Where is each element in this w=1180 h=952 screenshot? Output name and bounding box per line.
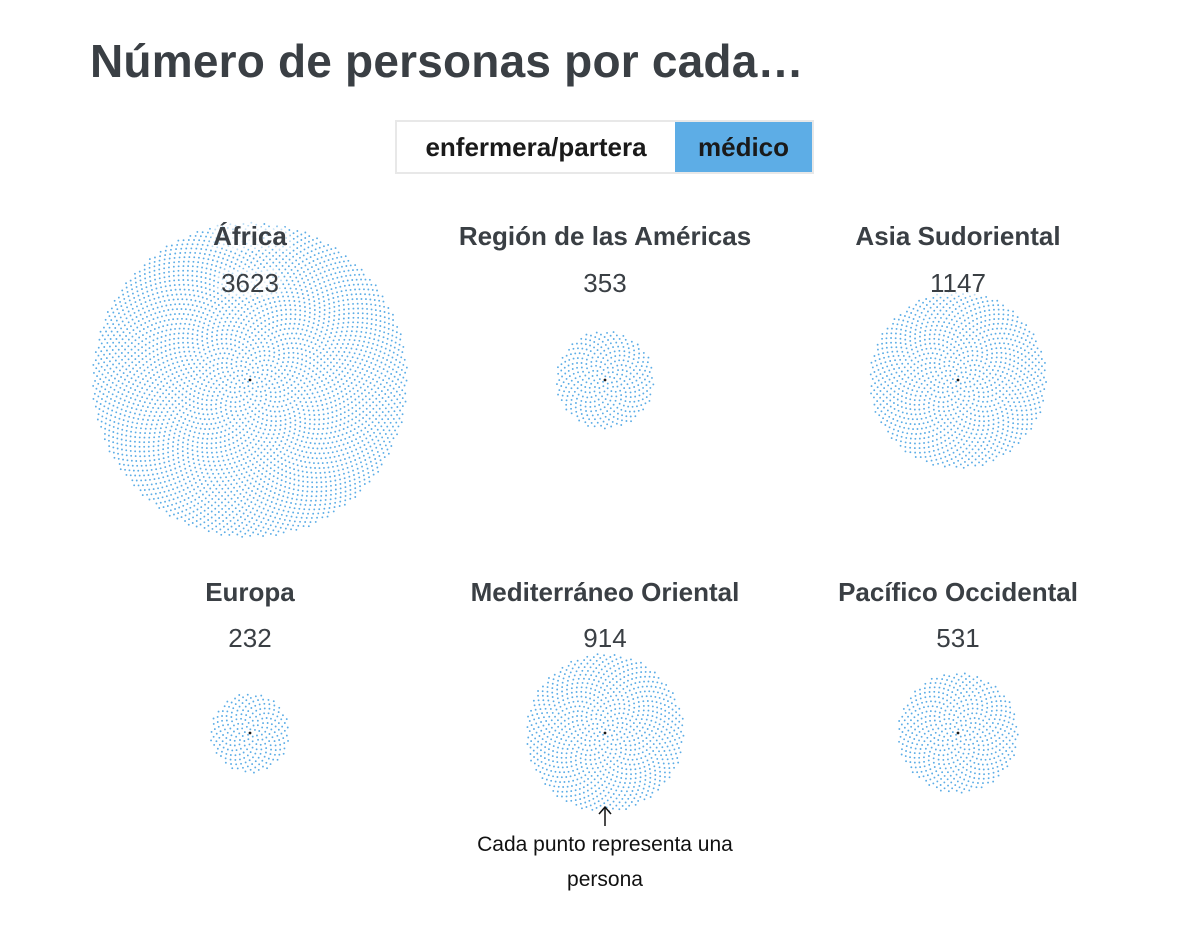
center-dot bbox=[956, 731, 960, 735]
region-name: Asia Sudoriental bbox=[855, 221, 1060, 251]
region-name: Europa bbox=[205, 577, 295, 607]
center-dot bbox=[248, 731, 252, 735]
person-dots bbox=[556, 331, 655, 430]
region-value: 353 bbox=[583, 268, 626, 298]
toggle-option-doctor[interactable]: médico bbox=[675, 122, 812, 172]
page-title: Número de personas por cada… bbox=[90, 35, 804, 87]
region-value: 1147 bbox=[930, 268, 986, 298]
region-value: 531 bbox=[936, 623, 979, 653]
cluster-2 bbox=[869, 290, 1047, 469]
arrowhead bbox=[598, 805, 612, 815]
person-dots bbox=[898, 672, 1019, 794]
region-value: 232 bbox=[228, 623, 271, 653]
person-dots bbox=[869, 290, 1047, 469]
indicator-toggle: enfermera/partera médico bbox=[395, 120, 814, 174]
cluster-4 bbox=[526, 653, 685, 813]
region-value: 914 bbox=[583, 623, 626, 653]
region-value: 3623 bbox=[221, 268, 279, 298]
region-name: Región de las Américas bbox=[459, 221, 751, 251]
center-dot bbox=[956, 378, 960, 382]
annotation-line-1: Cada punto representa una bbox=[477, 833, 733, 856]
center-dot bbox=[603, 378, 607, 382]
cluster-5 bbox=[898, 672, 1019, 794]
cluster-3 bbox=[210, 693, 289, 774]
center-dot bbox=[603, 731, 607, 735]
cluster-0 bbox=[92, 221, 408, 538]
cluster-1 bbox=[556, 331, 655, 430]
region-name: Mediterráneo Oriental bbox=[471, 577, 740, 607]
annotation: Cada punto representa una persona bbox=[477, 805, 733, 891]
region-name: Pacífico Occidental bbox=[838, 577, 1078, 607]
region-name: África bbox=[213, 221, 287, 251]
person-dots bbox=[92, 221, 408, 538]
person-dots bbox=[210, 693, 289, 774]
center-dot bbox=[248, 378, 252, 382]
annotation-line-2: persona bbox=[567, 868, 643, 891]
toggle-option-nurse-midwife[interactable]: enfermera/partera bbox=[397, 122, 675, 172]
